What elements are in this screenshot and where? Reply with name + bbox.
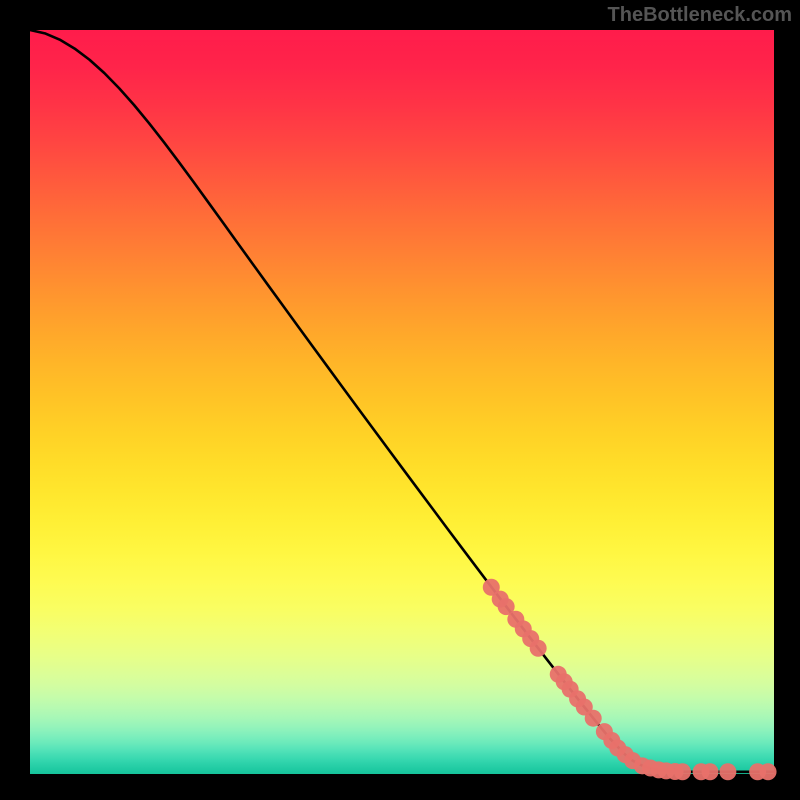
plot-area — [30, 30, 774, 774]
data-point-marker — [530, 640, 547, 657]
source-attribution: TheBottleneck.com — [608, 4, 792, 27]
chart-stage: TheBottleneck.com — [0, 0, 800, 800]
data-point-marker — [760, 763, 777, 780]
data-point-marker — [702, 763, 719, 780]
data-point-marker — [585, 710, 602, 727]
marker-series — [30, 30, 774, 774]
data-point-marker — [719, 763, 736, 780]
data-point-marker — [674, 763, 691, 780]
